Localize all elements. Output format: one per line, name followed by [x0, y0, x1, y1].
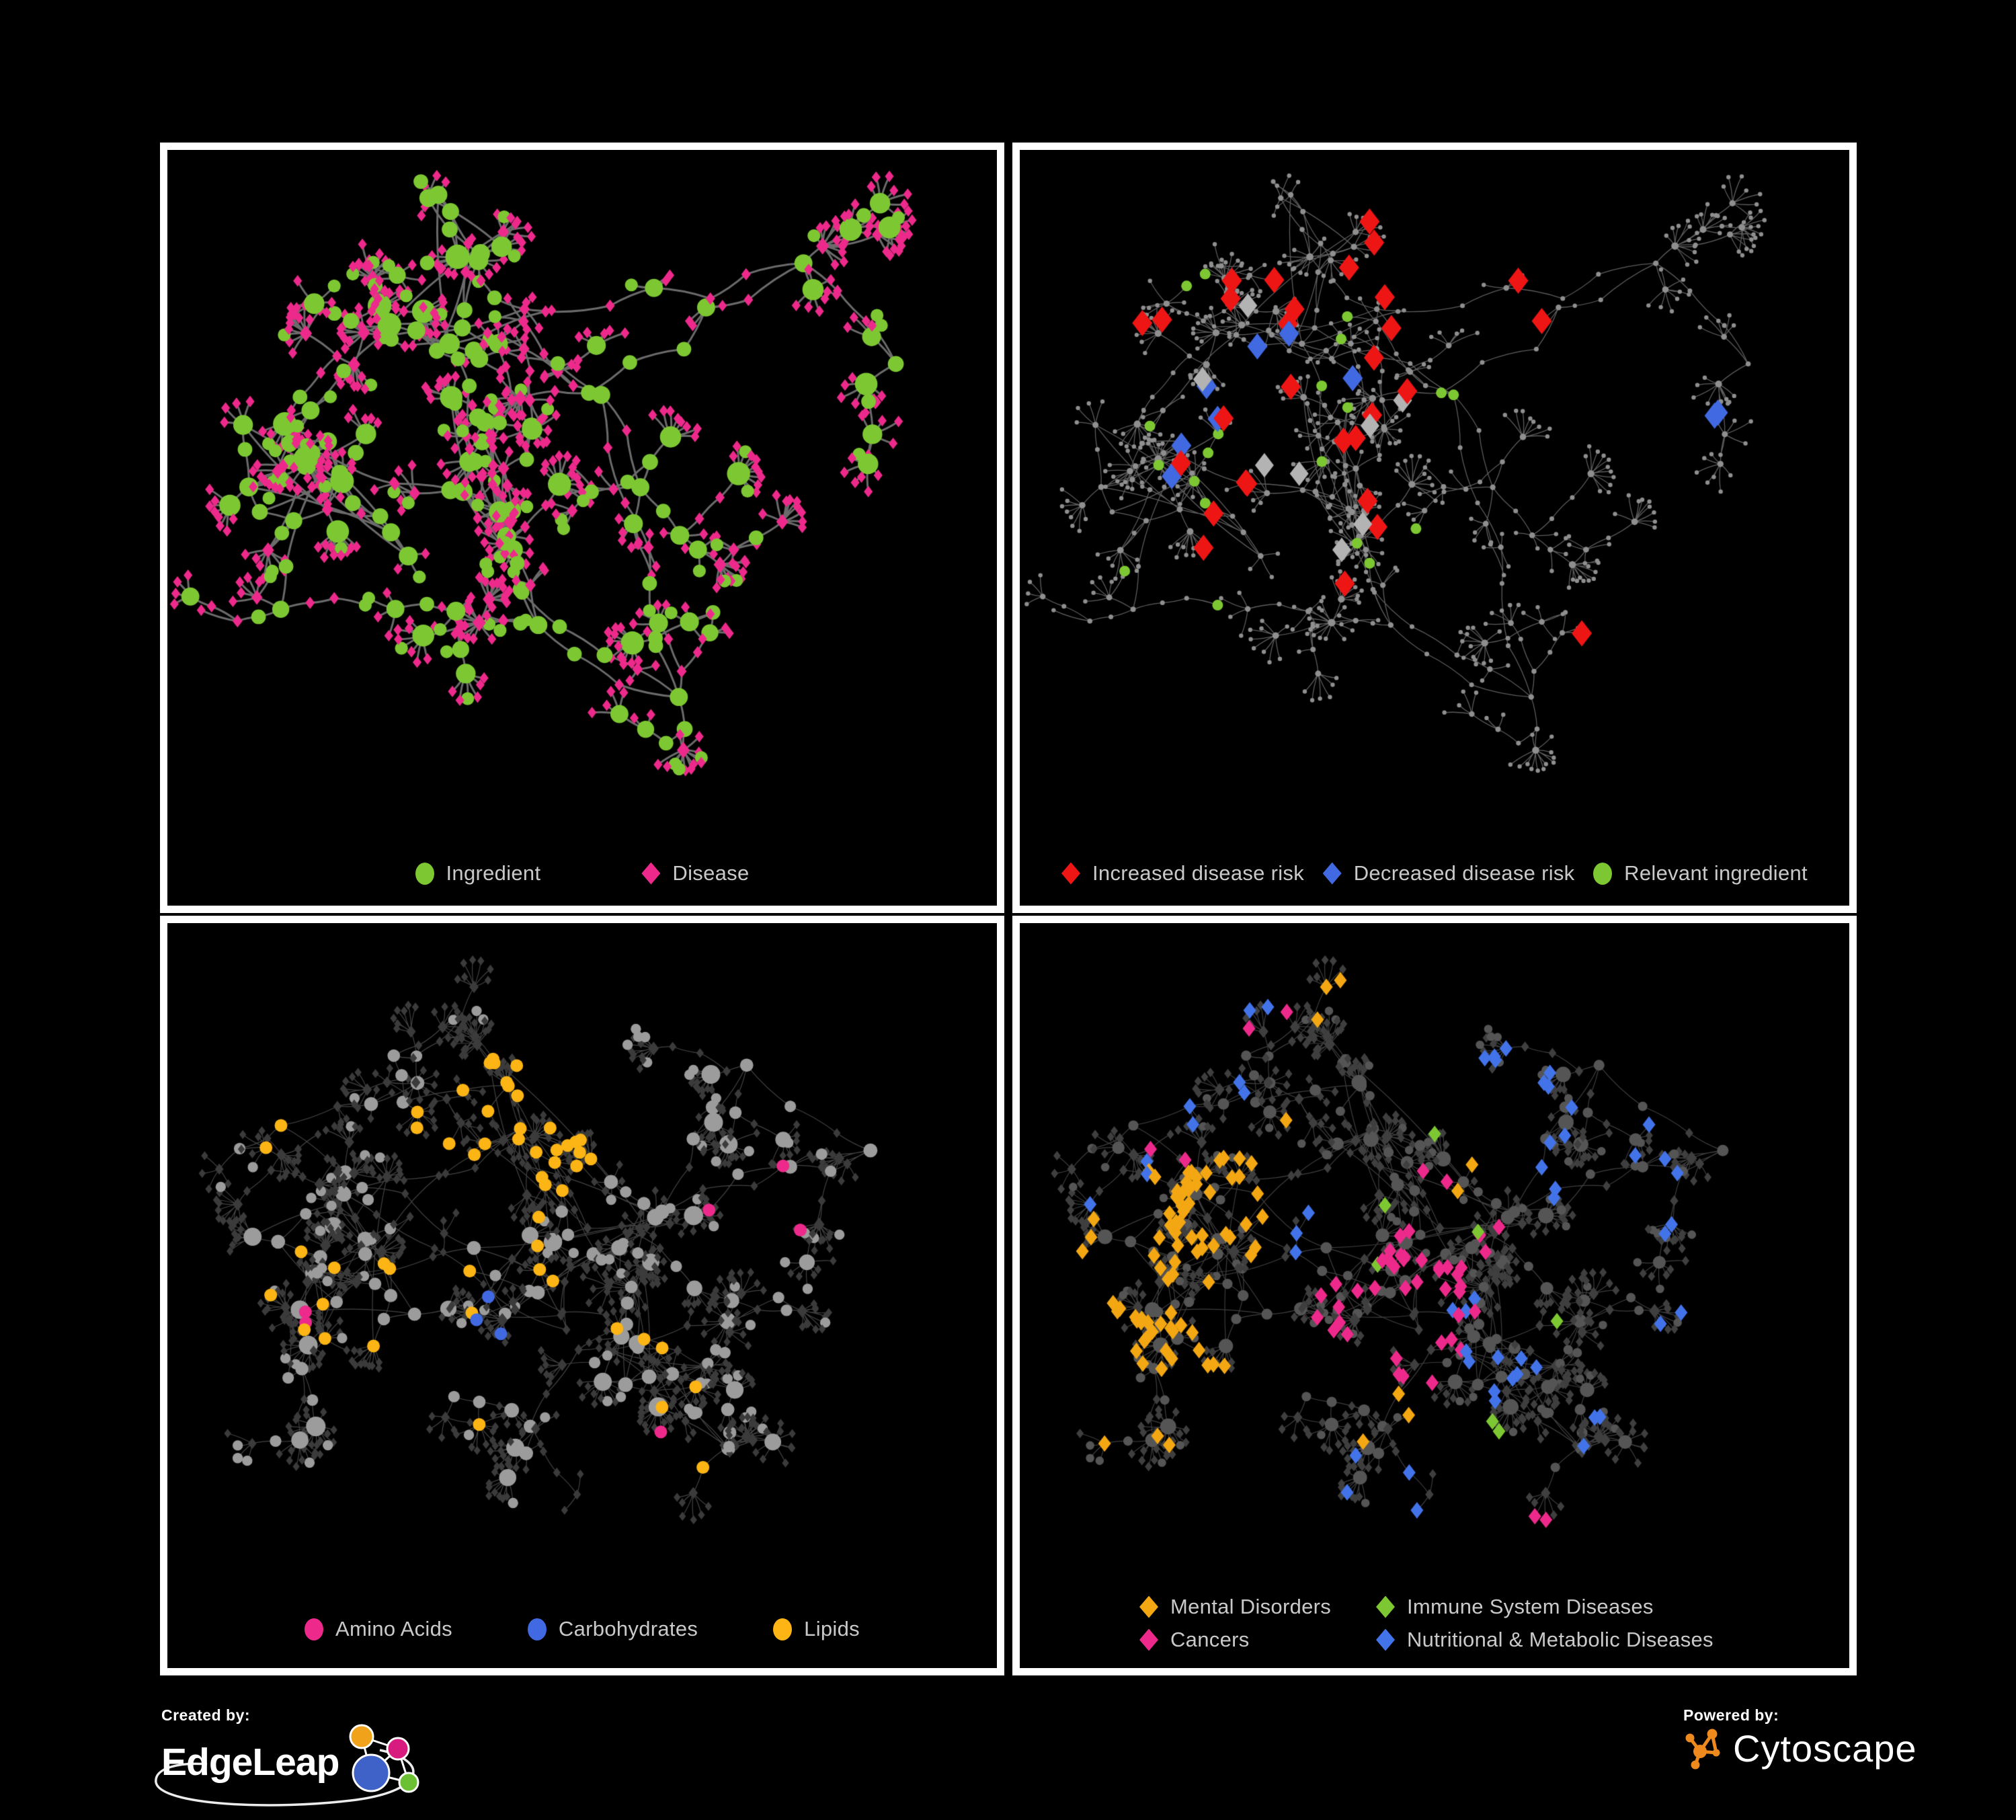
- legend-disease-classes: Mental Disorders Immune System Diseases …: [1139, 1595, 1713, 1652]
- legend-label: Cancers: [1170, 1628, 1250, 1651]
- diamond-swatch-icon: [1139, 1595, 1158, 1618]
- legend-item: Immune System Diseases: [1376, 1595, 1713, 1619]
- legend-label: Ingredient: [446, 861, 541, 885]
- network-canvas-disease-classes: [1020, 923, 1849, 1668]
- powered-by-caption: Powered by:: [1683, 1706, 1779, 1724]
- network-canvas-ingredient-disease: [167, 150, 997, 906]
- legend-item: Relevant ingredient: [1593, 861, 1808, 885]
- created-by-caption: Created by:: [161, 1706, 251, 1724]
- panel-disease-classes: Mental Disorders Immune System Diseases …: [1012, 916, 1857, 1675]
- circle-swatch-icon: [773, 1618, 793, 1640]
- cytoscape-wordmark: Cytoscape: [1733, 1727, 1917, 1770]
- legend-item: Amino Acids: [305, 1617, 452, 1641]
- diamond-swatch-icon: [1061, 862, 1080, 885]
- panel-ingredient-classes: Amino Acids Carbohydrates Lipids: [160, 916, 1004, 1675]
- legend-ingredient-classes: Amino Acids Carbohydrates Lipids: [167, 1617, 997, 1641]
- diamond-swatch-icon: [1322, 862, 1342, 885]
- legend-label: Decreased disease risk: [1353, 861, 1575, 885]
- legend-disease-risk: Increased disease risk Decreased disease…: [1020, 861, 1849, 885]
- network-canvas-ingredient-classes: [167, 923, 997, 1668]
- legend-item: Cancers: [1139, 1628, 1376, 1652]
- created-by-block: Created by: EdgeLeap: [155, 1706, 424, 1807]
- legend-item: Ingredient: [415, 861, 541, 885]
- legend-label: Relevant ingredient: [1624, 861, 1808, 885]
- legend-ingredient-disease: Ingredient Disease: [167, 861, 997, 885]
- circle-swatch-icon: [1593, 862, 1613, 885]
- circle-swatch-icon: [527, 1618, 547, 1640]
- edgeleap-logo-icon: [349, 1724, 419, 1793]
- legend-label: Immune System Diseases: [1407, 1595, 1654, 1618]
- legend-item: Disease: [641, 861, 749, 885]
- circle-swatch-icon: [415, 862, 434, 885]
- circle-swatch-icon: [305, 1618, 324, 1640]
- legend-label: Disease: [672, 861, 750, 885]
- legend-item: Carbohydrates: [527, 1617, 698, 1641]
- legend-label: Nutritional & Metabolic Diseases: [1407, 1628, 1713, 1651]
- legend-label: Increased disease risk: [1092, 861, 1305, 885]
- powered-by-block: Powered by: Cytoscape: [1683, 1706, 1917, 1770]
- diamond-swatch-icon: [1376, 1595, 1395, 1618]
- cytoscape-logo-icon: [1685, 1729, 1720, 1770]
- legend-label: Carbohydrates: [558, 1617, 698, 1640]
- legend-item: Nutritional & Metabolic Diseases: [1376, 1628, 1713, 1652]
- panel-disease-risk: Increased disease risk Decreased disease…: [1012, 143, 1857, 913]
- diamond-swatch-icon: [1139, 1628, 1158, 1651]
- legend-label: Lipids: [804, 1617, 860, 1640]
- legend-item: Mental Disorders: [1139, 1595, 1376, 1619]
- diamond-swatch-icon: [641, 862, 661, 885]
- legend-item: Decreased disease risk: [1322, 861, 1575, 885]
- edgeleap-wordmark: EdgeLeap: [161, 1741, 339, 1784]
- legend-item: Increased disease risk: [1061, 861, 1304, 885]
- diamond-swatch-icon: [1376, 1628, 1395, 1651]
- legend-item: Lipids: [773, 1617, 860, 1641]
- legend-label: Mental Disorders: [1170, 1595, 1332, 1618]
- network-canvas-disease-risk: [1020, 150, 1849, 906]
- panel-ingredient-disease: Ingredient Disease: [160, 143, 1004, 913]
- legend-label: Amino Acids: [335, 1617, 452, 1640]
